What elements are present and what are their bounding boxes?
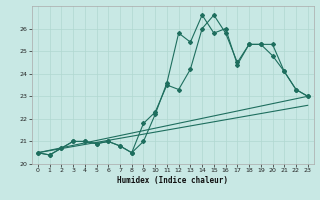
- X-axis label: Humidex (Indice chaleur): Humidex (Indice chaleur): [117, 176, 228, 185]
